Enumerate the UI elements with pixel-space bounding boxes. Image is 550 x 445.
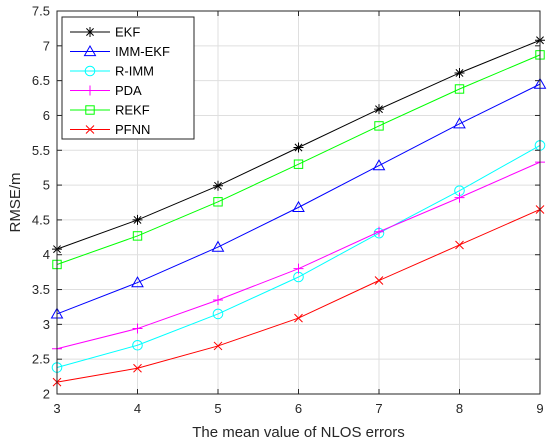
data-point <box>374 276 384 285</box>
legend-label: R-IMM <box>115 64 154 79</box>
series-line <box>56 54 541 265</box>
y-tick-label: 7 <box>43 38 50 53</box>
data-point <box>131 276 144 288</box>
data-point <box>372 159 386 171</box>
data-point <box>454 84 465 94</box>
x-tick-label: 4 <box>134 401 141 416</box>
x-tick-label: 5 <box>214 401 221 416</box>
x-axis-label: The mean value of NLOS errors <box>192 424 405 441</box>
legend-marker <box>83 44 97 57</box>
legend-label: REKF <box>115 103 150 118</box>
x-tick-label: 7 <box>375 401 382 416</box>
y-tick-labels: 2 2.5 3 3.5 4 4.5 5 5.5 6 6.5 7 7.5 <box>32 4 50 402</box>
data-point <box>293 159 304 169</box>
legend-marker <box>85 85 95 96</box>
series-imm-ekf <box>50 77 547 319</box>
series-layer <box>50 35 547 387</box>
series-rekf <box>52 50 545 270</box>
data-point <box>213 341 223 351</box>
series-line <box>56 83 541 315</box>
data-point <box>213 197 223 207</box>
data-point <box>132 323 143 334</box>
legend-item: REKF <box>70 103 150 118</box>
y-tick-label: 5 <box>43 178 50 193</box>
x-tick-labels: 3 4 5 6 7 8 9 <box>53 401 543 416</box>
axis-ticks <box>56 10 541 395</box>
y-tick-label: 4.5 <box>32 212 50 227</box>
data-point <box>211 240 225 252</box>
data-point <box>292 200 305 212</box>
legend-marker <box>85 125 95 134</box>
legend-item: R-IMM <box>70 64 154 79</box>
y-tick-label: 4 <box>43 247 50 262</box>
legend-label: IMM-EKF <box>115 44 170 59</box>
data-point <box>374 226 384 237</box>
data-point <box>454 192 465 203</box>
data-point <box>132 214 143 225</box>
x-tick-label: 3 <box>53 401 60 416</box>
data-point <box>454 67 465 78</box>
series-line <box>56 144 541 369</box>
data-point <box>455 240 464 250</box>
y-tick-label: 6.5 <box>32 73 50 88</box>
legend-label: EKF <box>115 25 140 40</box>
y-tick-label: 2 <box>43 387 50 402</box>
x-tick-label: 9 <box>536 401 543 416</box>
legend-box <box>61 16 195 140</box>
legend-marker <box>85 105 95 115</box>
legend-item: IMM-EKF <box>70 44 170 59</box>
legend-item: PDA <box>70 83 142 98</box>
series-pfnn <box>52 205 545 387</box>
legend-item: PFNN <box>70 122 150 137</box>
legend-label: PFNN <box>115 122 150 137</box>
data-point <box>294 313 303 323</box>
data-point <box>132 231 143 241</box>
y-tick-label: 3.5 <box>32 282 50 297</box>
legend-item: EKF <box>70 25 140 40</box>
data-point <box>213 294 223 305</box>
data-point <box>293 142 304 153</box>
data-point <box>133 363 142 373</box>
data-point <box>293 263 304 274</box>
x-tick-label: 6 <box>295 401 302 416</box>
data-point <box>374 104 384 115</box>
legend: EKF IMM-EKF R-IMM PDA REKF PFNN <box>61 16 195 140</box>
data-point <box>453 117 466 129</box>
data-point <box>132 339 143 351</box>
legend-marker <box>85 27 95 37</box>
y-tick-label: 3 <box>43 317 50 332</box>
data-point <box>374 121 384 131</box>
data-point <box>212 308 224 320</box>
data-point <box>213 180 223 191</box>
legend-marker <box>84 65 96 77</box>
y-tick-label: 2.5 <box>32 352 50 367</box>
x-tick-label: 8 <box>456 401 463 416</box>
y-tick-label: 5.5 <box>32 143 50 158</box>
y-tick-label: 6 <box>43 108 50 123</box>
y-axis-label: RMSE/m <box>7 173 24 233</box>
y-tick-label: 7.5 <box>32 4 50 19</box>
legend-label: PDA <box>115 83 142 98</box>
